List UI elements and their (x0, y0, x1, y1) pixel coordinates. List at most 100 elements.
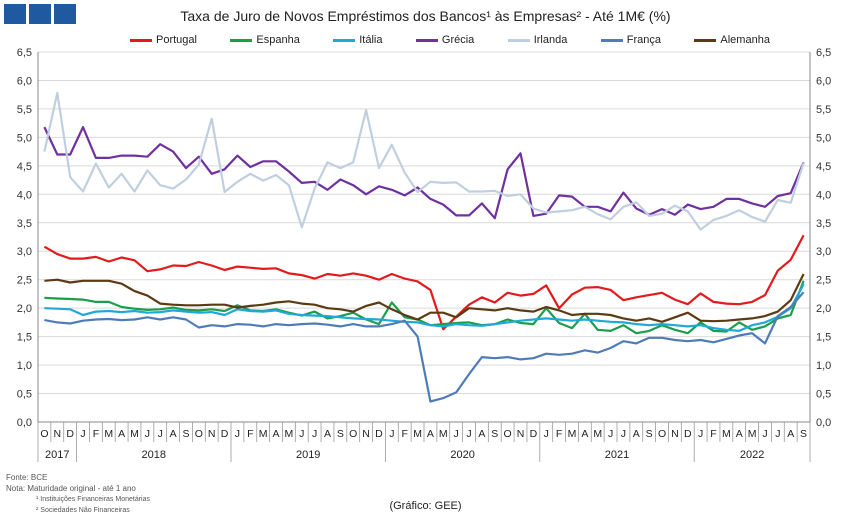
month-label: J (544, 428, 549, 440)
y-tick-label-right: 2,5 (816, 275, 831, 287)
series-line-portugal (43, 234, 805, 331)
legend-swatch (600, 38, 623, 42)
year-label: 2019 (296, 449, 320, 461)
chart-legend: Portugal Espanha Itália Grécia Irlanda França… (130, 34, 770, 46)
y-tick-label-left: 5,5 (17, 104, 32, 116)
y-tick-label-right: 3,0 (816, 246, 831, 258)
month-label: M (722, 428, 731, 440)
y-tick-label-left: 6,0 (17, 75, 32, 87)
y-tick-label-left: 2,5 (17, 275, 32, 287)
month-label: D (530, 428, 538, 440)
y-tick-label-right: 0,0 (816, 417, 831, 429)
month-label: D (375, 428, 383, 440)
legend-swatch (507, 38, 530, 42)
month-label: O (195, 428, 203, 440)
legend-label: Grécia (441, 34, 475, 46)
legend-label: Espanha (256, 34, 300, 46)
y-tick-label-left: 6,5 (17, 47, 32, 59)
month-label: J (312, 428, 317, 440)
series-lines (43, 91, 805, 403)
legend-swatch (333, 38, 356, 42)
y-tick-label-right: 4,0 (816, 189, 831, 201)
month-label: A (633, 428, 640, 440)
month-label: F (556, 428, 562, 440)
month-label: J (80, 428, 85, 440)
legend-label: Irlanda (533, 34, 568, 46)
legend-swatch (230, 38, 253, 42)
y-tick-label-right: 6,5 (816, 47, 831, 59)
axes: 0,0 0,0 0,5 0,5 1,0 1,0 1,5 1,5 2,0 2,0 2,5 2,5 3,0 3… (17, 47, 831, 462)
y-tick-label-left: 5,0 (17, 132, 32, 144)
month-label: O (349, 428, 357, 440)
month-label: N (208, 428, 216, 440)
month-label: J (466, 428, 471, 440)
y-tick-label-left: 4,0 (17, 189, 32, 201)
month-label: A (273, 428, 280, 440)
y-tick-label-left: 1,5 (17, 332, 32, 344)
month-label: M (104, 428, 113, 440)
footnote-1: ¹ Instituições Financeiras Monetárias (36, 496, 150, 503)
month-label: S (182, 428, 189, 440)
month-label: M (748, 428, 757, 440)
month-label: M (413, 428, 422, 440)
series-line-italia (44, 283, 805, 332)
month-label: J (145, 428, 150, 440)
month-label: M (439, 428, 448, 440)
month-label: J (775, 428, 780, 440)
legend-item-grecia: Grécia (415, 34, 475, 46)
month-label: M (130, 428, 139, 440)
month-label: J (158, 428, 163, 440)
month-label: M (593, 428, 602, 440)
month-label: J (608, 428, 613, 440)
legend-label: Itália (359, 34, 383, 46)
year-label: 2020 (450, 449, 474, 461)
y-tick-label-left: 0,0 (17, 417, 32, 429)
y-tick-label-right: 2,0 (816, 303, 831, 315)
month-label: M (285, 428, 294, 440)
month-label: S (491, 428, 498, 440)
month-label: A (170, 428, 177, 440)
month-label: N (517, 428, 525, 440)
legend-swatch (415, 38, 438, 42)
year-label: 2017 (45, 449, 69, 461)
legend-item-franca: França (600, 34, 661, 46)
y-tick-label-right: 1,0 (816, 360, 831, 372)
year-label: 2021 (605, 449, 629, 461)
footnote-note: Nota: Maturidade original - até 1 ano (6, 484, 136, 493)
month-label: M (259, 428, 268, 440)
month-label: A (427, 428, 434, 440)
y-tick-label-right: 1,5 (816, 332, 831, 344)
legend-item-espanha: Espanha (230, 34, 300, 46)
month-label: N (362, 428, 370, 440)
chart-title: Taxa de Juro de Novos Empréstimos dos Ba… (180, 8, 671, 24)
y-tick-label-left: 2,0 (17, 303, 32, 315)
series-line-franca (44, 291, 805, 403)
legend-label: Alemanha (720, 34, 770, 46)
footnotes: Fonte: BCE Nota: Maturidade original - a… (6, 472, 150, 516)
month-label: J (454, 428, 459, 440)
month-label: A (787, 428, 794, 440)
series-line-espanha (44, 280, 805, 335)
month-label: O (658, 428, 666, 440)
y-tick-label-right: 0,5 (816, 389, 831, 401)
month-label: A (324, 428, 331, 440)
month-label: A (736, 428, 743, 440)
y-tick-label-left: 0,5 (17, 389, 32, 401)
month-label: J (235, 428, 240, 440)
legend-label: Portugal (156, 34, 197, 46)
legend-item-italia: Itália (333, 34, 382, 46)
month-label: F (247, 428, 253, 440)
year-label: 2018 (142, 449, 166, 461)
month-label: A (478, 428, 485, 440)
month-label: F (401, 428, 407, 440)
legend-item-portugal: Portugal (130, 34, 197, 46)
chart-credit: (Gráfico: GEE) (389, 500, 462, 512)
publisher-logo (4, 4, 76, 24)
series-line-alemanha (44, 273, 805, 323)
y-tick-label-right: 3,5 (816, 218, 831, 230)
month-label: D (684, 428, 692, 440)
month-label: A (581, 428, 588, 440)
month-label: D (66, 428, 74, 440)
legend-item-irlanda: Irlanda (507, 34, 568, 46)
